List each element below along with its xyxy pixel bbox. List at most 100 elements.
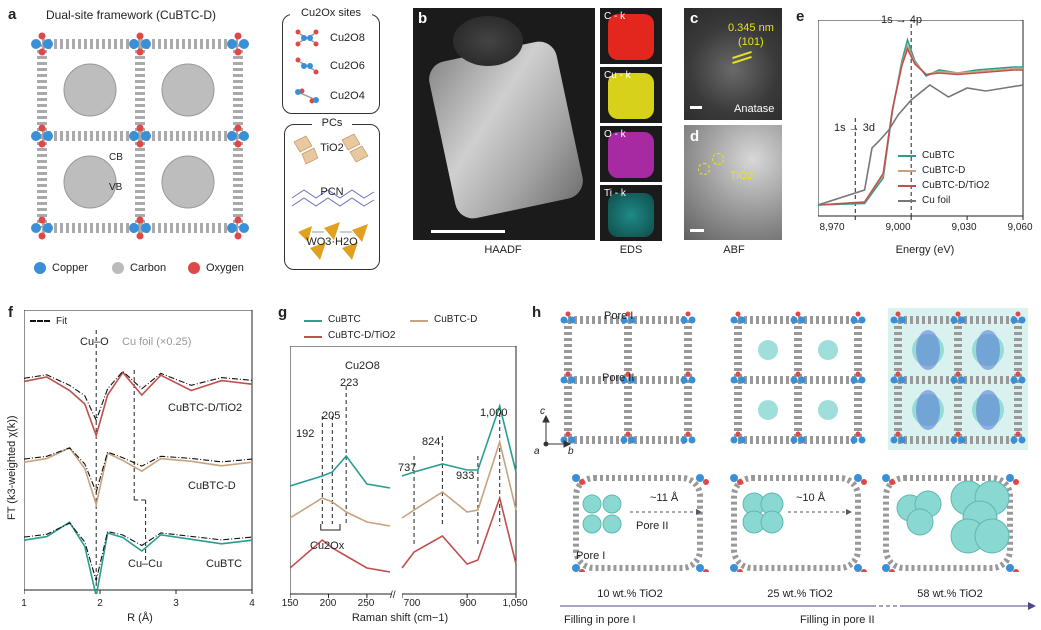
- axis-b-label: b: [568, 446, 574, 457]
- oxygen-atom: [234, 48, 242, 56]
- pc-tio2-label: TiO2: [320, 142, 344, 154]
- copper-atom: [798, 376, 806, 384]
- oxygen-atom: [565, 431, 571, 437]
- copper-atom: [568, 436, 576, 444]
- oxygen-atom: [38, 140, 46, 148]
- xanes-xtick-2: 9,000: [885, 222, 911, 233]
- oxygen-atom: [685, 311, 691, 317]
- oxygen-atom: [889, 479, 895, 485]
- copper-atom: [854, 474, 862, 482]
- pore-distance-arrowhead: [846, 509, 852, 515]
- oxygen-atom: [234, 32, 242, 40]
- copper-atom: [560, 316, 568, 324]
- raman-legend-tio2: CuBTC-D/TiO2: [328, 330, 396, 341]
- exafs-xtick-3: 3: [173, 598, 179, 609]
- raman-series-line: [290, 454, 391, 489]
- copper-atom: [227, 39, 237, 49]
- xanes-legend-cubtc-d: CuBTC-D: [922, 165, 966, 176]
- oxygen-atom: [234, 124, 242, 132]
- panel-a-title: Dual-site framework (CuBTC-D): [46, 8, 217, 22]
- raman-xtick-900: 900: [459, 598, 477, 609]
- framework-pore-sphere: [161, 155, 215, 209]
- copper-atom: [572, 474, 580, 482]
- copper-atom: [790, 376, 798, 384]
- copper-atom: [854, 564, 862, 572]
- eds-c-label: C - k: [604, 11, 626, 22]
- copper-atom: [1006, 474, 1014, 482]
- copper-atom: [560, 376, 568, 384]
- copper-atom: [1010, 376, 1018, 384]
- raman-xlabel: Raman shift (cm−1): [351, 612, 449, 624]
- copper-atom: [738, 436, 746, 444]
- copper-atom: [31, 131, 41, 141]
- eds-ti-map: [600, 185, 662, 241]
- loading-10wt: 10 wt.% TiO2: [597, 588, 663, 600]
- fit-legend-line: [30, 320, 50, 324]
- exafs-xtick-4: 4: [249, 598, 255, 609]
- eds-cu-map: [600, 67, 662, 123]
- oxygen-atom: [737, 479, 743, 485]
- copper-atom: [628, 376, 636, 384]
- oxygen-atom: [234, 232, 242, 240]
- oxygen-atom: [735, 371, 741, 377]
- eds-o-label: O - k: [604, 129, 626, 140]
- copper-atom: [43, 223, 53, 233]
- oxygen-atom: [795, 371, 801, 377]
- oxygen-atom: [579, 569, 585, 572]
- fit-legend-label: Fit: [56, 316, 68, 327]
- copper-atom: [1018, 376, 1026, 384]
- oxygen-atom: [895, 311, 901, 317]
- tio2-pore-ii-cluster: [916, 330, 940, 370]
- copper-atom: [628, 436, 636, 444]
- mof-framework-illustration: [31, 32, 249, 240]
- xanes-xtick-1: 8,970: [819, 222, 845, 233]
- xanes-frame: [818, 20, 1024, 217]
- copper-atom: [730, 436, 738, 444]
- raman-chart: //: [290, 346, 517, 598]
- oxygen-atom: [895, 371, 901, 377]
- exafs-sample-3: CuBTC: [206, 558, 243, 570]
- pc-pcn-label: PCN: [320, 186, 344, 198]
- copper-atom: [890, 376, 898, 384]
- tio2-particle: [974, 518, 1010, 554]
- eds-c-map: [600, 8, 662, 64]
- oxygen-atom: [685, 371, 691, 377]
- oxygen-atom: [1015, 371, 1021, 377]
- oxygen-atom: [795, 431, 801, 437]
- raman-peak-1000: 1,000: [480, 407, 508, 419]
- copper-atom: [628, 316, 636, 324]
- oxygen-atom: [625, 431, 631, 437]
- abf-caption: ABF: [723, 244, 745, 256]
- copper-atom: [696, 474, 704, 482]
- copper-atom: [568, 376, 576, 384]
- filling-arrow: [560, 602, 1036, 610]
- tio2-pore-ii-cluster: [976, 330, 1000, 370]
- raman-xtick-1050: 1,050: [502, 598, 528, 609]
- copper-atom: [1010, 436, 1018, 444]
- oxygen-atom: [737, 569, 743, 572]
- tio2-cluster: [818, 340, 838, 360]
- oxygen-atom: [579, 479, 585, 485]
- eds-cu-label: Cu - k: [604, 70, 631, 81]
- haadf-scale-bar: [431, 230, 505, 233]
- eds-o-map: [600, 126, 662, 182]
- raman-peak-824: 824: [422, 436, 441, 448]
- eds-ti-label: Ti - k: [604, 188, 626, 199]
- carbon-legend-label: Carbon: [130, 262, 167, 274]
- oxygen-atom: [703, 479, 709, 485]
- oxygen-atom: [1013, 569, 1019, 572]
- exafs-sample-2: CuBTC-D: [188, 480, 236, 492]
- copper-atom: [620, 376, 628, 384]
- oxygen-atom: [855, 311, 861, 317]
- haadf-image: [413, 8, 595, 240]
- raman-site-label: Cu2O8: [345, 360, 380, 372]
- hrtem-scale-bar: [690, 106, 702, 109]
- axis-a-label: a: [534, 446, 540, 457]
- oxygen-atom: [855, 431, 861, 437]
- oxygen-atom: [735, 311, 741, 317]
- eds-caption: EDS: [619, 244, 643, 256]
- tio2-particle: [602, 494, 622, 514]
- oxygen-atom: [1013, 479, 1019, 485]
- pore-ii-label-top: Pore II: [602, 372, 635, 384]
- oxygen-atom: [234, 216, 242, 224]
